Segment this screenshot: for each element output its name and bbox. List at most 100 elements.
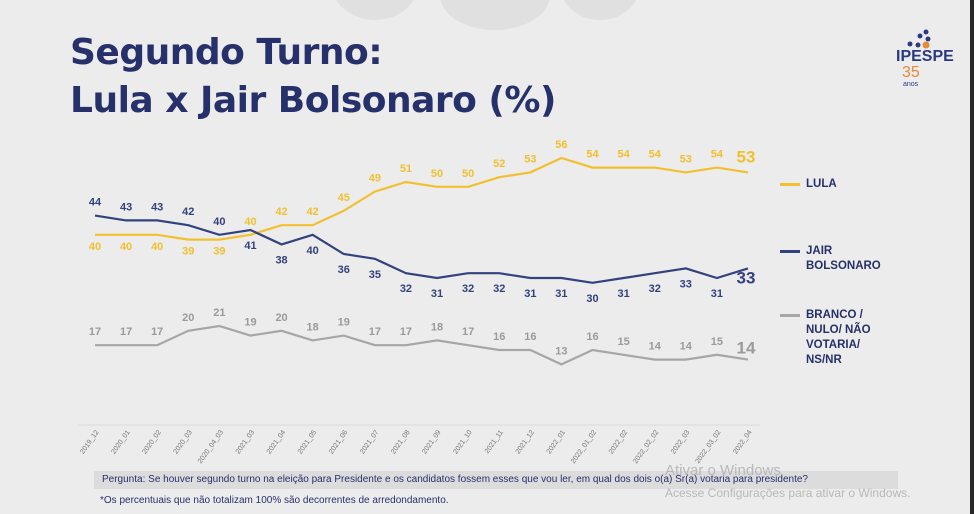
ipespe-logo: IPESPE 35 anos <box>896 26 960 96</box>
series-line-2 <box>95 324 749 366</box>
x-tick-label: 2021_11 <box>484 429 505 455</box>
data-label: 41 <box>244 240 256 252</box>
data-label: 31 <box>524 288 536 300</box>
x-tick-label: 2021_05 <box>297 429 318 455</box>
series-line-0 <box>95 156 749 241</box>
data-label: 21 <box>213 307 225 319</box>
logo-years: 35 <box>902 64 920 81</box>
data-label: 32 <box>649 283 661 295</box>
x-tick-label: 2021_10 <box>452 429 473 455</box>
data-label: 32 <box>493 283 505 295</box>
data-label: 54 <box>649 149 662 161</box>
data-label: 54 <box>586 149 599 161</box>
data-label: 54 <box>711 149 724 161</box>
x-tick-label: 2022_03 <box>670 429 691 455</box>
data-label: 33 <box>680 278 692 290</box>
data-label: 16 <box>586 331 598 343</box>
data-label: 14 <box>737 339 756 358</box>
data-label: 42 <box>182 206 194 218</box>
activation-watermark-text: Acesse Configurações para ativar o Windo… <box>665 486 911 500</box>
x-tick-label: 2022_01_02 <box>570 429 598 465</box>
data-label: 17 <box>89 326 101 338</box>
data-label: 17 <box>120 326 132 338</box>
data-label: 17 <box>151 326 163 338</box>
data-label: 20 <box>182 312 194 324</box>
x-tick-label: 2021_04 <box>266 429 287 455</box>
data-label: 53 <box>680 153 692 165</box>
data-label: 14 <box>649 341 662 353</box>
legend-label: BOLSONARO <box>806 260 881 272</box>
data-label: 32 <box>462 283 474 295</box>
data-label: 36 <box>338 264 350 276</box>
data-label: 45 <box>338 192 350 204</box>
x-tick-label: 2022_02 <box>608 429 629 455</box>
data-label: 20 <box>275 312 287 324</box>
legend-label: LULA <box>806 178 837 190</box>
data-label: 40 <box>120 241 132 253</box>
line-chart: 2019_12 2020_01 2020_02 2020_03 2020_04_03 20… <box>78 139 760 465</box>
page-subtitle: Lula x Jair Bolsonaro (%) <box>70 80 556 121</box>
data-label: 31 <box>555 288 567 300</box>
activation-watermark-title: Ativar o Windows <box>665 462 781 479</box>
data-label: 42 <box>275 206 287 218</box>
data-label: 19 <box>338 317 350 329</box>
logo-name: IPESPE <box>896 48 954 65</box>
data-label: 40 <box>89 241 101 253</box>
data-label: 51 <box>400 163 412 175</box>
data-label: 53 <box>737 147 756 166</box>
legend-label: VOTARIA/ <box>806 339 861 351</box>
x-tick-label: 2020_01 <box>110 429 131 455</box>
data-label: 18 <box>307 321 319 333</box>
data-label: 15 <box>711 336 723 348</box>
decorative-shape <box>560 0 640 20</box>
data-label: 40 <box>307 245 319 257</box>
data-label: 39 <box>213 246 225 258</box>
x-tick-label: 2020_04_03 <box>197 429 225 465</box>
series-line-1 <box>94 214 749 284</box>
x-tick-label: 2020_03 <box>173 429 194 455</box>
x-tick-label: 2021_08 <box>390 429 411 455</box>
data-label: 50 <box>462 168 474 180</box>
x-tick-label: 2019_12 <box>79 429 100 455</box>
legend-branco: BRANCO / NULO/ NÃO VOTARIA/ NS/NR <box>780 308 871 368</box>
legend-label: NS/NR <box>806 354 842 366</box>
data-label: 17 <box>400 326 412 338</box>
data-label: 19 <box>244 317 256 329</box>
data-label: 17 <box>369 326 381 338</box>
data-label: 33 <box>737 268 756 287</box>
legend-label: JAIR <box>806 245 833 257</box>
data-label: 14 <box>680 341 693 353</box>
data-label: 38 <box>275 254 287 266</box>
x-tick-label: 2022_01 <box>546 429 567 455</box>
data-label: 32 <box>400 283 412 295</box>
x-tick-label: 2021_03 <box>235 429 256 455</box>
data-label: 42 <box>307 206 319 218</box>
x-tick-label: 2022_04 <box>732 429 753 455</box>
x-tick-label: 2022_03_02 <box>694 429 722 465</box>
data-label: 52 <box>493 158 505 170</box>
legend-swatch <box>780 250 800 253</box>
legend-label: NULO/ NÃO <box>806 324 871 336</box>
data-label: 13 <box>555 345 567 357</box>
data-label: 31 <box>617 288 629 300</box>
data-label: 40 <box>151 241 163 253</box>
x-tick-label: 2021_09 <box>421 429 442 455</box>
data-label: 40 <box>213 216 225 228</box>
logo-years-label: anos <box>903 81 919 88</box>
x-tick-label: 2021_06 <box>328 429 349 455</box>
legend-bolsonaro: JAIR BOLSONARO <box>780 244 881 274</box>
logo-dots-icon <box>907 29 931 49</box>
data-label: 49 <box>369 173 381 185</box>
data-label: 35 <box>369 269 381 281</box>
x-tick-label: 2020_02 <box>141 429 162 455</box>
data-label: 30 <box>586 293 598 305</box>
data-label: 40 <box>244 216 256 228</box>
data-label: 44 <box>89 197 102 209</box>
data-label: 53 <box>524 153 536 165</box>
x-tick-label: 2022_02_02 <box>632 429 660 465</box>
legend-swatch <box>780 183 800 186</box>
data-label: 43 <box>151 201 163 213</box>
data-label: 18 <box>431 321 443 333</box>
survey-question: Pergunta: Se houver segundo turno na ele… <box>94 471 898 489</box>
